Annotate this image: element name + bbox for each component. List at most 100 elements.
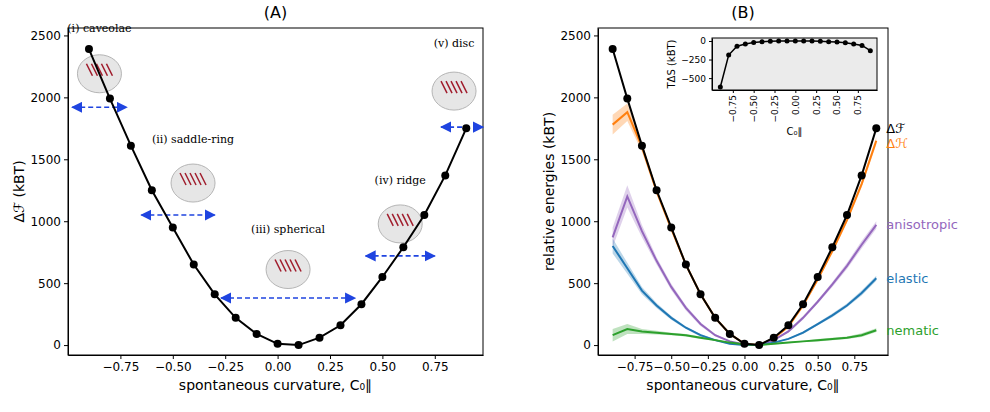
marker: [858, 171, 866, 179]
marker: [316, 334, 324, 342]
tick: −0.50: [749, 90, 759, 123]
marker: [336, 321, 344, 329]
marker: [810, 38, 815, 43]
tick-mark: [278, 355, 279, 359]
marker: [190, 261, 198, 269]
y-axis-title: Δℱ (kBT): [11, 160, 27, 222]
tick: 0.25: [768, 355, 795, 374]
marker: [232, 314, 240, 322]
tick-mark: [382, 355, 383, 359]
marker: [814, 273, 822, 281]
marker: [609, 45, 617, 53]
marker: [441, 171, 449, 179]
marker: [169, 223, 177, 231]
tick-mark: [818, 355, 819, 359]
tick-mark: [225, 355, 226, 359]
plot-frame: [68, 28, 483, 355]
tick-mark: [781, 355, 782, 359]
y-axis-title: TΔS (kBT): [666, 39, 677, 89]
series-label: Δℱ: [886, 121, 905, 136]
tick: −500: [681, 73, 712, 83]
y-axis-title: relative energies (kBT): [541, 112, 557, 271]
tick-mark: [594, 35, 598, 36]
tick-label: 2000: [560, 91, 591, 105]
range-arrow: [441, 126, 483, 128]
tick-mark: [435, 355, 436, 359]
tick-label: 0.75: [422, 360, 449, 374]
marker: [399, 243, 407, 251]
tick-mark: [120, 355, 121, 359]
marker: [711, 314, 719, 322]
tick-label: 0.00: [265, 360, 292, 374]
tick-label: 0.50: [370, 360, 397, 374]
marker: [638, 142, 646, 150]
marker: [818, 39, 823, 44]
tick-label: −0.75: [617, 360, 654, 374]
marker: [793, 38, 798, 43]
marker: [785, 38, 790, 43]
series-line: [720, 41, 870, 87]
tick-label: −0.75: [103, 360, 140, 374]
axis: −0.75−0.50−0.250.000.250.500.75: [599, 355, 889, 374]
tick-label: −500: [681, 73, 706, 83]
tick-label: 2500: [30, 29, 61, 43]
marker: [462, 124, 470, 132]
tick-label: 0.00: [791, 95, 801, 115]
tick-label: 0.00: [732, 360, 759, 374]
marker: [127, 142, 135, 150]
data-layer: [609, 45, 881, 349]
tick: −0.75: [617, 355, 654, 374]
series-line: [89, 49, 466, 345]
tick-label: 0.75: [853, 95, 863, 115]
figure: −0.75−0.50−0.250.000.250.500.75050010001…: [0, 0, 990, 412]
tick-label: 2500: [560, 29, 591, 43]
plot-frame: [712, 38, 877, 90]
x-axis-title: spontaneous curvature, C₀∥: [179, 377, 372, 393]
shape-render: [378, 205, 422, 243]
series-label: Δℋ: [886, 136, 908, 151]
marker: [801, 38, 806, 43]
axis: 05001000150020002500: [30, 29, 68, 356]
tick: 0.75: [841, 355, 868, 374]
tick: −0.25: [207, 355, 244, 374]
tick: 1000: [560, 215, 598, 229]
tick: 0: [700, 36, 712, 46]
x-axis-title: spontaneous curvature, C₀∥: [646, 377, 839, 393]
marker: [726, 330, 734, 338]
marker: [295, 341, 303, 349]
error-band: [613, 185, 877, 345]
tick: 0.25: [812, 90, 822, 115]
shape-render: [432, 72, 476, 110]
tick-mark: [594, 221, 598, 222]
tick: 0: [53, 338, 68, 352]
tick-label: 0.75: [841, 360, 868, 374]
marker: [843, 40, 848, 45]
tick: −0.75: [103, 355, 140, 374]
tick-label: 1000: [30, 215, 61, 229]
range-arrow: [72, 106, 126, 108]
tick-label: 0: [53, 338, 61, 352]
marker: [776, 38, 781, 43]
tick-mark: [64, 97, 68, 98]
tick: 1500: [30, 153, 68, 167]
marker: [682, 261, 690, 269]
tick: 0.00: [265, 355, 292, 374]
tick-mark: [64, 35, 68, 36]
tick-label: −0.50: [749, 95, 759, 123]
plot-b: −0.75−0.50−0.250.000.250.500.75050010001…: [541, 3, 958, 393]
tick: 0.75: [853, 90, 863, 115]
tick: 0: [583, 338, 598, 352]
marker: [868, 48, 873, 53]
tick-mark: [854, 355, 855, 359]
tick-mark: [594, 283, 598, 284]
tick: −0.25: [690, 355, 727, 374]
tick-label: 0: [583, 338, 591, 352]
marker: [760, 39, 765, 44]
tick-label: 0.50: [832, 95, 842, 115]
tick-label: −250: [681, 55, 706, 65]
marker: [860, 43, 865, 48]
axis: −0.75−0.50−0.250.000.250.500.75: [69, 355, 484, 374]
tick-mark: [330, 355, 331, 359]
marker: [667, 223, 675, 231]
axis: −500 −250 0: [681, 36, 712, 90]
